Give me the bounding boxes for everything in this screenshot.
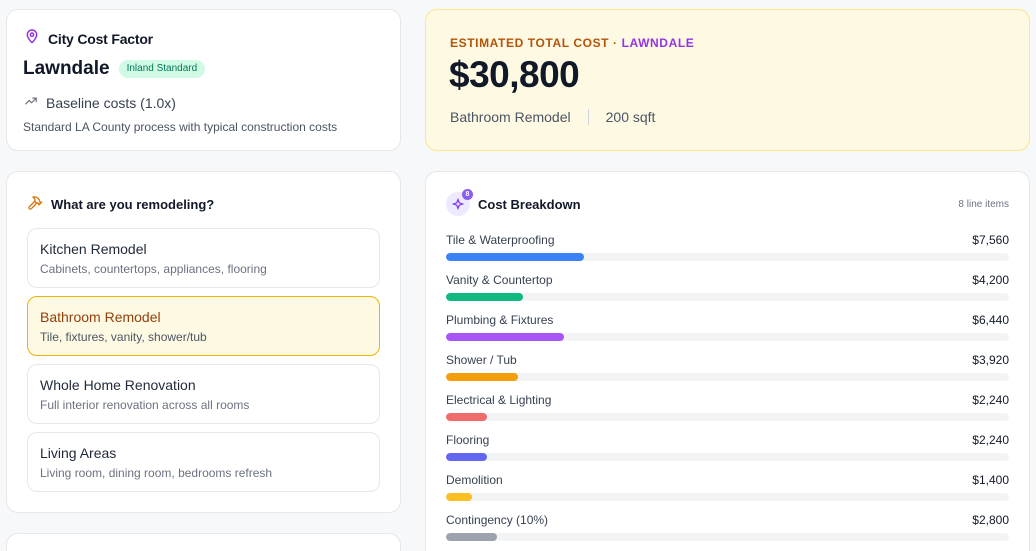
breakdown-item: Plumbing & Fixtures $6,440 [446,313,1009,343]
meta-divider [587,109,589,125]
breakdown-header-label: Cost Breakdown [478,196,581,212]
item-name: Flooring [446,433,490,447]
estimate-meta: Bathroom Remodel 200 sqft [450,109,655,125]
estimate-area: 200 sqft [605,109,656,125]
item-bar-track [446,413,1009,421]
estimate-label-prefix: ESTIMATED TOTAL COST · [450,36,622,50]
item-amount: $6,440 [972,313,1009,327]
remodel-header: What are you remodeling? [27,195,214,214]
breakdown-icon: 8 [446,189,473,216]
option-living-areas[interactable]: Living Areas Living room, dining room, b… [27,432,380,492]
item-bar-track [446,253,1009,261]
breakdown-item: Contingency (10%) $2,800 [446,513,1009,543]
breakdown-item: Shower / Tub $3,920 [446,353,1009,383]
next-section-card [6,533,401,551]
option-title: Bathroom Remodel [40,309,161,325]
remodel-type-card: What are you remodeling? Kitchen Remodel… [6,171,401,513]
breakdown-item: Tile & Waterproofing $7,560 [446,233,1009,263]
breakdown-item: Demolition $1,400 [446,473,1009,503]
item-bar-track [446,453,1009,461]
item-bar-fill [446,533,497,541]
item-name: Vanity & Countertop [446,273,553,287]
city-header: City Cost Factor [24,28,153,49]
estimate-card: ESTIMATED TOTAL COST · LAWNDALE $30,800 … [425,9,1030,151]
remodel-header-label: What are you remodeling? [51,197,215,212]
option-title: Living Areas [40,445,117,461]
option-bathroom-remodel[interactable]: Bathroom Remodel Tile, fixtures, vanity,… [27,296,380,356]
item-bar-track [446,333,1009,341]
location-pin-icon [24,28,40,49]
baseline-label: Baseline costs (1.0x) [46,94,176,111]
item-amount: $3,920 [972,353,1009,367]
city-name: Lawndale [23,58,110,79]
trending-up-icon [24,94,38,111]
estimate-label-city: LAWNDALE [621,36,695,50]
option-title: Whole Home Renovation [40,377,196,393]
breakdown-item: Electrical & Lighting $2,240 [446,393,1009,423]
region-badge: Inland Standard [118,60,206,78]
item-amount: $2,240 [972,393,1009,407]
breakdown-header: 8 Cost Breakdown [446,189,581,216]
item-bar-track [446,533,1009,541]
item-name: Contingency (10%) [446,513,549,527]
item-bar-fill [446,413,487,421]
item-bar-track [446,373,1009,381]
cost-breakdown-card: 8 Cost Breakdown 8 line items Tile & Wat… [425,171,1030,551]
city-description: Standard LA County process with typical … [23,120,338,134]
option-description: Living room, dining room, bedrooms refre… [40,466,273,480]
item-amount: $2,240 [972,433,1009,447]
breakdown-item: Vanity & Countertop $4,200 [446,273,1009,303]
item-bar-fill [446,453,487,461]
baseline-row: Baseline costs (1.0x) [24,94,176,111]
item-name: Demolition [446,473,503,487]
estimate-label: ESTIMATED TOTAL COST · LAWNDALE [450,36,694,50]
item-amount: $2,800 [972,513,1009,527]
line-item-count: 8 line items [958,199,1009,210]
item-amount: $4,200 [972,273,1009,287]
hammer-icon [27,195,43,214]
item-bar-fill [446,373,518,381]
item-bar-track [446,293,1009,301]
item-name: Electrical & Lighting [446,393,552,407]
option-title: Kitchen Remodel [40,241,147,257]
item-bar-fill [446,293,523,301]
option-kitchen-remodel[interactable]: Kitchen Remodel Cabinets, countertops, a… [27,228,380,288]
item-name: Shower / Tub [446,353,517,367]
item-bar-track [446,493,1009,501]
item-amount: $1,400 [972,473,1009,487]
breakdown-icon-badge: 8 [462,189,473,200]
city-header-label: City Cost Factor [48,30,153,47]
option-whole-home-renovation[interactable]: Whole Home Renovation Full interior reno… [27,364,380,424]
estimate-project: Bathroom Remodel [450,109,571,125]
option-description: Full interior renovation across all room… [40,398,250,412]
item-bar-fill [446,253,584,261]
option-description: Tile, fixtures, vanity, shower/tub [40,330,207,344]
breakdown-item: Flooring $2,240 [446,433,1009,463]
item-bar-fill [446,333,564,341]
item-amount: $7,560 [972,233,1009,247]
city-cost-factor-card: City Cost Factor Lawndale Inland Standar… [6,9,401,151]
item-name: Plumbing & Fixtures [446,313,554,327]
option-description: Cabinets, countertops, appliances, floor… [40,262,267,276]
item-name: Tile & Waterproofing [446,233,555,247]
item-bar-fill [446,493,472,501]
estimate-total: $30,800 [449,54,580,95]
